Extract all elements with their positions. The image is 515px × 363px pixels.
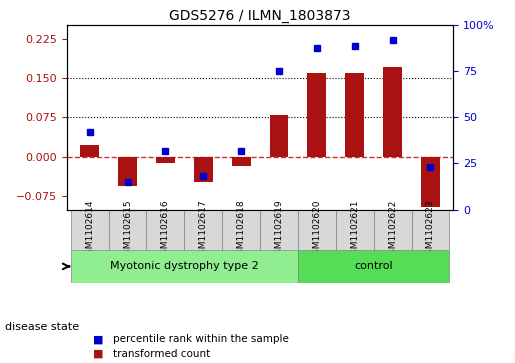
Text: control: control [354,261,393,272]
Text: GSM1102619: GSM1102619 [274,199,284,260]
Bar [383,68,402,157]
Text: GSM1102617: GSM1102617 [199,199,208,260]
FancyBboxPatch shape [222,209,260,250]
Bar [156,157,175,163]
Text: disease state: disease state [5,322,79,332]
FancyBboxPatch shape [298,209,336,250]
Text: percentile rank within the sample: percentile rank within the sample [113,334,289,344]
Bar [80,145,99,157]
Text: GSM1102622: GSM1102622 [388,199,397,260]
Text: GSM1102620: GSM1102620 [313,199,321,260]
FancyBboxPatch shape [109,209,146,250]
FancyBboxPatch shape [260,209,298,250]
Text: transformed count: transformed count [113,349,211,359]
Title: GDS5276 / ILMN_1803873: GDS5276 / ILMN_1803873 [169,9,351,23]
Text: GSM1102616: GSM1102616 [161,199,170,260]
FancyBboxPatch shape [336,209,374,250]
FancyBboxPatch shape [146,209,184,250]
Text: GSM1102621: GSM1102621 [350,199,359,260]
Bar [421,157,440,207]
FancyBboxPatch shape [71,209,109,250]
Text: GSM1102615: GSM1102615 [123,199,132,260]
Bar [232,157,251,166]
Bar [194,157,213,182]
Bar [118,157,137,186]
Bar [307,73,327,157]
Text: ■: ■ [93,349,103,359]
Text: GSM1102614: GSM1102614 [85,199,94,260]
FancyBboxPatch shape [374,209,411,250]
FancyBboxPatch shape [298,250,450,283]
Text: Myotonic dystrophy type 2: Myotonic dystrophy type 2 [110,261,259,272]
FancyBboxPatch shape [411,209,450,250]
Text: GSM1102623: GSM1102623 [426,199,435,260]
FancyBboxPatch shape [71,250,298,283]
Bar [269,115,288,157]
FancyBboxPatch shape [184,209,222,250]
Bar [345,73,364,157]
Text: GSM1102618: GSM1102618 [236,199,246,260]
Text: ■: ■ [93,334,103,344]
